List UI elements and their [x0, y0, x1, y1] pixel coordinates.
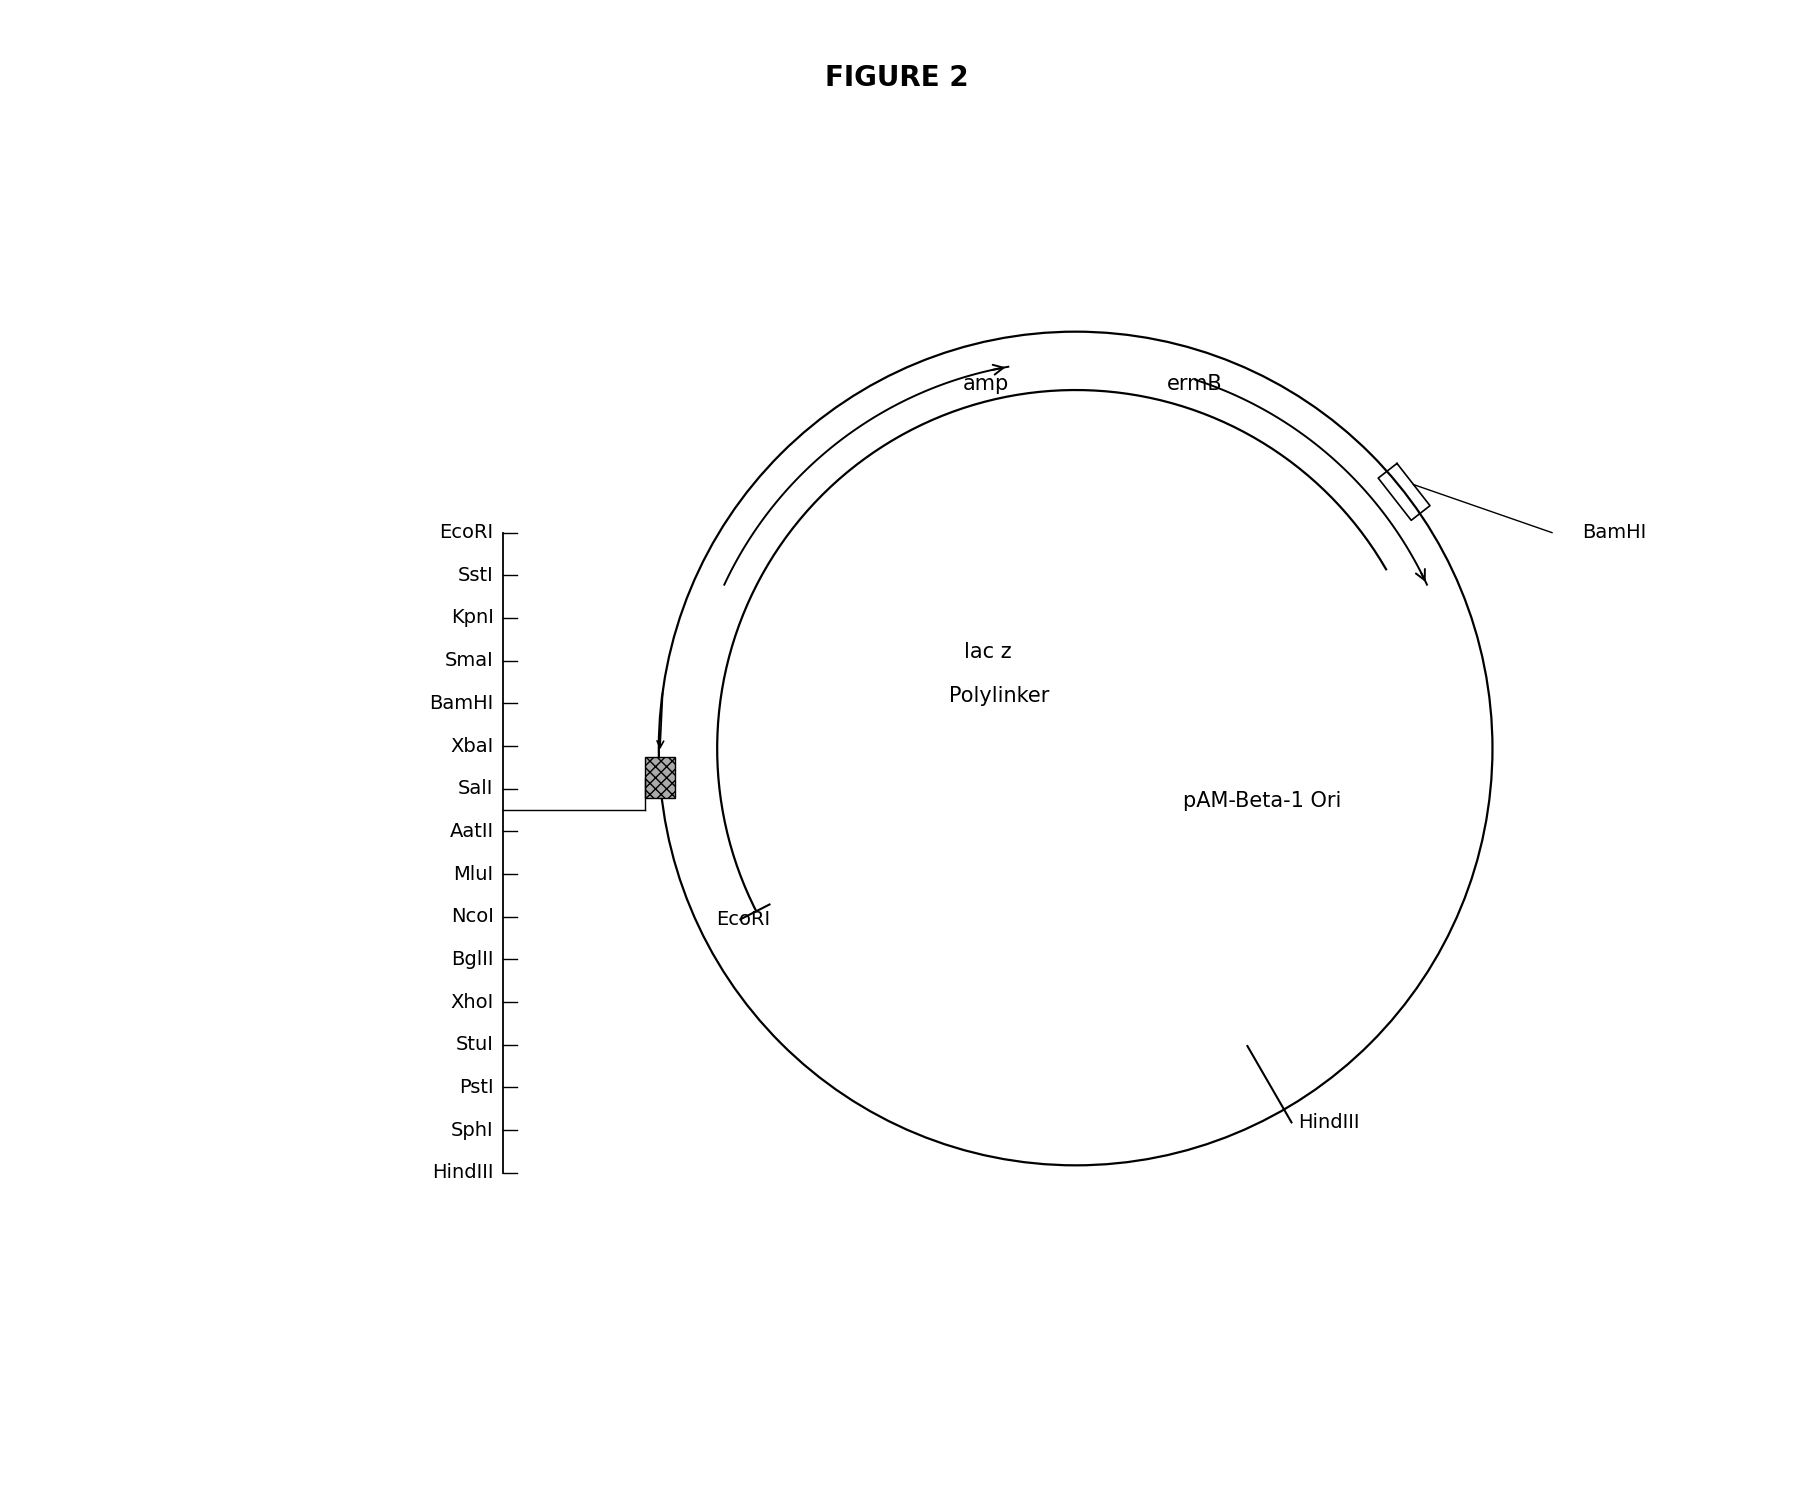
- Text: KpnI: KpnI: [450, 608, 493, 627]
- Text: XhoI: XhoI: [450, 993, 493, 1012]
- Text: SstI: SstI: [457, 566, 493, 585]
- Text: StuI: StuI: [456, 1036, 493, 1054]
- Text: NcoI: NcoI: [450, 907, 493, 927]
- Text: lac z: lac z: [963, 642, 1012, 662]
- Text: SphI: SphI: [450, 1121, 493, 1139]
- Text: Polylinker: Polylinker: [949, 687, 1049, 707]
- Text: pAM-Beta-1 Ori: pAM-Beta-1 Ori: [1182, 790, 1340, 810]
- Text: XbaI: XbaI: [450, 737, 493, 756]
- Text: PstI: PstI: [459, 1078, 493, 1097]
- Text: EcoRI: EcoRI: [440, 522, 493, 542]
- Text: BamHI: BamHI: [1582, 522, 1647, 542]
- Text: HindIII: HindIII: [1299, 1114, 1360, 1132]
- Text: EcoRI: EcoRI: [716, 910, 770, 930]
- Text: SmaI: SmaI: [445, 651, 493, 671]
- Text: HindIII: HindIII: [432, 1163, 493, 1183]
- Text: BamHI: BamHI: [429, 693, 493, 713]
- Text: ermB: ermB: [1166, 374, 1222, 394]
- Text: AatII: AatII: [450, 822, 493, 841]
- Text: MluI: MluI: [454, 865, 493, 883]
- Text: FIGURE 2: FIGURE 2: [825, 64, 969, 91]
- Text: SalI: SalI: [457, 780, 493, 798]
- Bar: [644, 757, 675, 798]
- Text: amp: amp: [963, 374, 1010, 394]
- Text: BglII: BglII: [450, 951, 493, 969]
